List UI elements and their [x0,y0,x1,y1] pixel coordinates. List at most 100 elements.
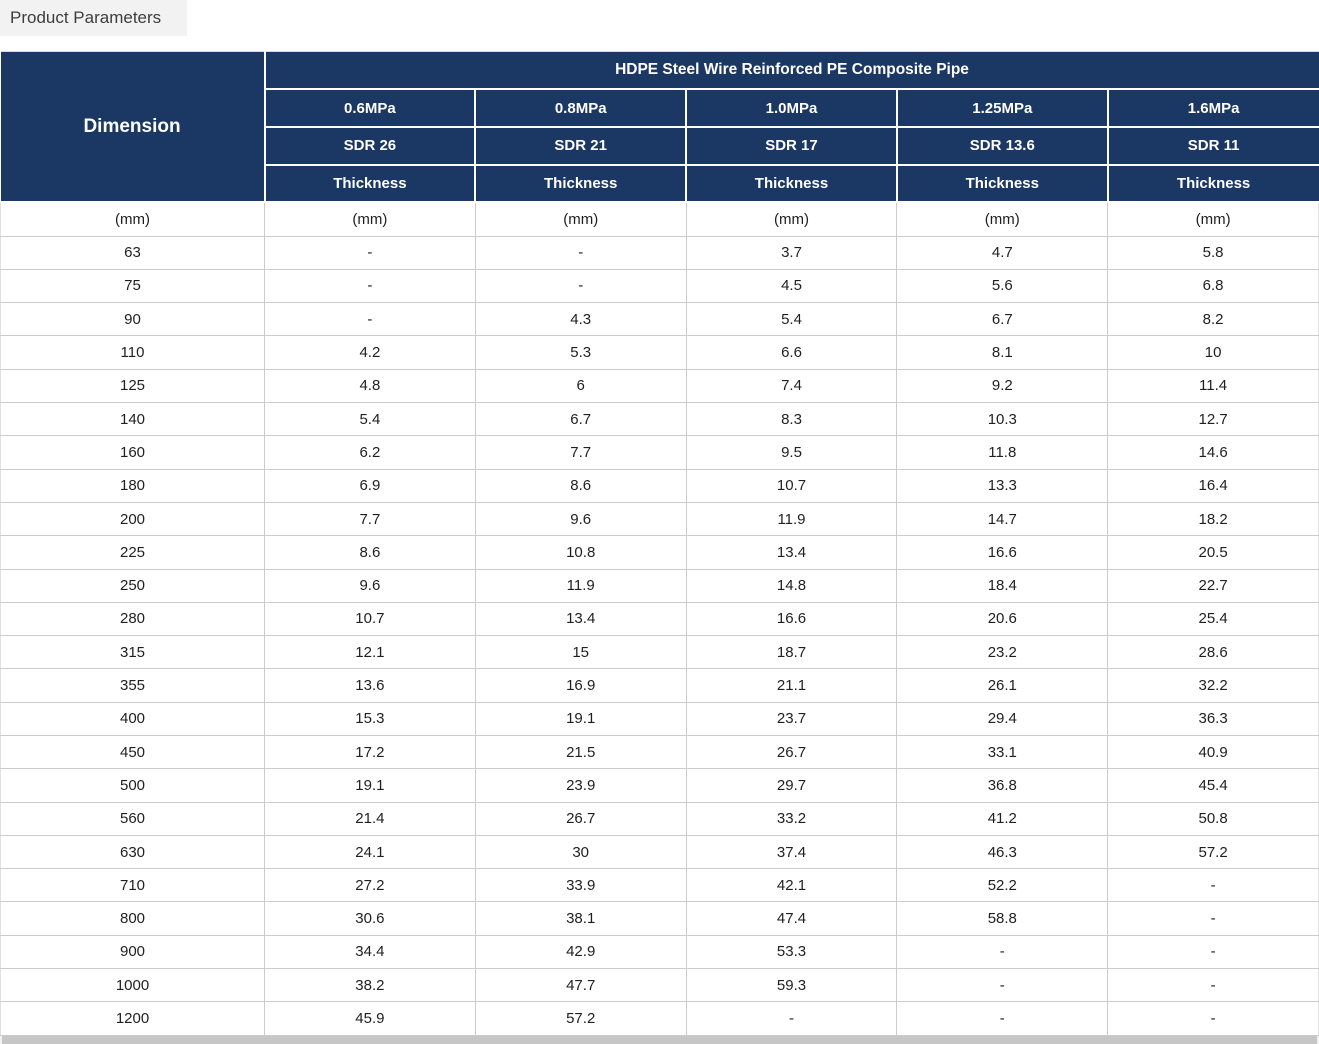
dimension-value-cell: 280 [0,601,265,637]
thickness-value-cell: 8.2 [1107,302,1319,337]
sdr-header: SDR 11 [1106,125,1319,166]
thickness-value-cell: 8.6 [264,535,476,570]
dimension-header: Dimension [0,51,266,204]
thickness-value-cell: 6.9 [264,468,476,503]
dimension-value-cell: 315 [0,635,265,670]
thickness-value-cell: 8.3 [685,402,898,437]
thickness-value-cell: 52.2 [896,868,1109,903]
thickness-value-cell: 42.1 [685,868,898,903]
table-row: 450 17.2 21.5 26.7 33.1 40.9 [0,734,1319,770]
thickness-value-cell: - [1107,868,1319,903]
thickness-value-cell: 50.8 [1107,801,1319,836]
table-row: 250 9.6 11.9 14.8 18.4 22.7 [0,568,1319,603]
thickness-value-cell: 24.1 [264,834,476,870]
thickness-value-cell: 13.4 [685,535,898,570]
thickness-value-cell: 16.6 [685,601,898,637]
dimension-value-cell: 450 [0,734,265,770]
thickness-value-cell: 58.8 [896,901,1109,936]
table-row: 75- -4.5 5.6 6.8 [0,268,1319,304]
thickness-value-cell: 17.2 [264,734,476,770]
thickness-value-cell: 5.4 [685,302,898,337]
dimension-value-cell: 900 [0,934,265,970]
thickness-value-cell: 7.4 [685,368,898,404]
thickness-value-cell: 20.6 [896,601,1109,637]
table-header: Dimension HDPE Steel Wire Reinforced PE C… [0,51,1319,204]
thickness-value-cell: 42.9 [474,934,687,970]
dimension-value-cell: 710 [0,868,265,903]
thickness-value-cell: 21.4 [264,801,476,836]
sdr-header: SDR 26 [263,125,477,166]
unit-cell: (mm) [1107,201,1319,237]
thickness-value-cell: 13.3 [896,468,1109,503]
thickness-value-cell: 7.7 [474,435,687,470]
thickness-value-cell: - [474,268,687,304]
thickness-value-cell: 27.2 [264,868,476,903]
thickness-value-cell: 53.3 [685,934,898,970]
thickness-value-cell: 30 [474,834,687,870]
dimension-value-cell: 355 [0,668,265,703]
thickness-value-cell: 10.7 [264,601,476,637]
thickness-value-cell: - [264,268,476,304]
thickness-value-cell: 12.1 [264,635,476,670]
thickness-value-cell: 4.7 [896,235,1109,270]
scrollbar-thumb[interactable] [2,1035,1317,1044]
thickness-value-cell: - [1107,968,1319,1003]
thickness-value-cell: - [896,934,1109,970]
dimension-value-cell: 90 [0,302,265,337]
thickness-value-cell: 5.3 [474,335,687,370]
thickness-value-cell: 8.1 [896,335,1109,370]
thickness-value-cell: 47.4 [685,901,898,936]
thickness-value-cell: - [264,235,476,270]
thickness-value-cell: - [264,302,476,337]
pressure-header: 1.0MPa [685,88,898,128]
thickness-value-cell: 32.2 [1107,668,1319,703]
thickness-value-cell: 9.6 [264,568,476,603]
header-row-pressure: 0.6MPa 0.8MPa 1.0MPa 1.25MPa 1.6MPa [1,88,1319,128]
thickness-value-cell: 18.2 [1107,501,1319,537]
thickness-value-cell: 47.7 [474,968,687,1003]
thickness-value-cell: 37.4 [685,834,898,870]
thickness-value-cell: 6.6 [685,335,898,370]
thickness-value-cell: 36.3 [1107,701,1319,737]
unit-row: (mm) (mm) (mm) (mm) (mm) (mm) [0,201,1319,237]
thickness-value-cell: 6.7 [896,302,1109,337]
thickness-value-cell: 10.8 [474,535,687,570]
table-row: 630 24.1 30 37.4 46.3 57.2 [0,834,1319,870]
thickness-value-cell: 13.6 [264,668,476,703]
thickness-value-cell: 20.5 [1107,535,1319,570]
unit-cell: (mm) [264,201,476,237]
unit-cell: (mm) [0,201,265,237]
thickness-value-cell: 11.8 [896,435,1109,470]
pressure-header: 0.6MPa [263,88,477,128]
thickness-value-cell: 40.9 [1107,734,1319,770]
unit-cell: (mm) [474,201,687,237]
table-row: 200 7.7 9.6 11.9 14.7 18.2 [0,501,1319,537]
pressure-header: 1.25MPa [895,88,1109,128]
thickness-value-cell: 7.7 [264,501,476,537]
table-row: 280 10.7 13.4 16.6 20.6 25.4 [0,601,1319,637]
table-row: 800 30.6 38.1 47.4 58.8- [0,901,1319,936]
thickness-value-cell: 38.1 [474,901,687,936]
header-row-sdr: SDR 26 SDR 21 SDR 17 SDR 13.6 SDR 11 [1,125,1319,166]
thickness-value-cell: 4.5 [685,268,898,304]
dimension-value-cell: 225 [0,535,265,570]
header-row-thickness: Thickness Thickness Thickness Thickness Thic… [1,163,1319,204]
dimension-value-cell: 125 [0,368,265,404]
dimension-value-cell: 250 [0,568,265,603]
product-parameters-tab[interactable]: Product Parameters [0,0,188,36]
thickness-value-cell: 19.1 [264,768,476,803]
thickness-value-cell: 59.3 [685,968,898,1003]
dimension-value-cell: 800 [0,901,265,936]
thickness-value-cell: 16.4 [1107,468,1319,503]
horizontal-scrollbar[interactable] [0,1035,1319,1044]
dimension-value-cell: 75 [0,268,265,304]
thickness-header: Thickness [263,163,477,204]
thickness-value-cell: 9.5 [685,435,898,470]
table-row: 355 13.6 16.9 21.1 26.1 32.2 [0,668,1319,703]
table-row: 180 6.9 8.6 10.7 13.3 16.4 [0,468,1319,503]
thickness-value-cell: - [896,968,1109,1003]
dimension-value-cell: 140 [0,402,265,437]
thickness-value-cell: 10.7 [685,468,898,503]
thickness-value-cell: 4.8 [264,368,476,404]
dimension-value-cell: 160 [0,435,265,470]
